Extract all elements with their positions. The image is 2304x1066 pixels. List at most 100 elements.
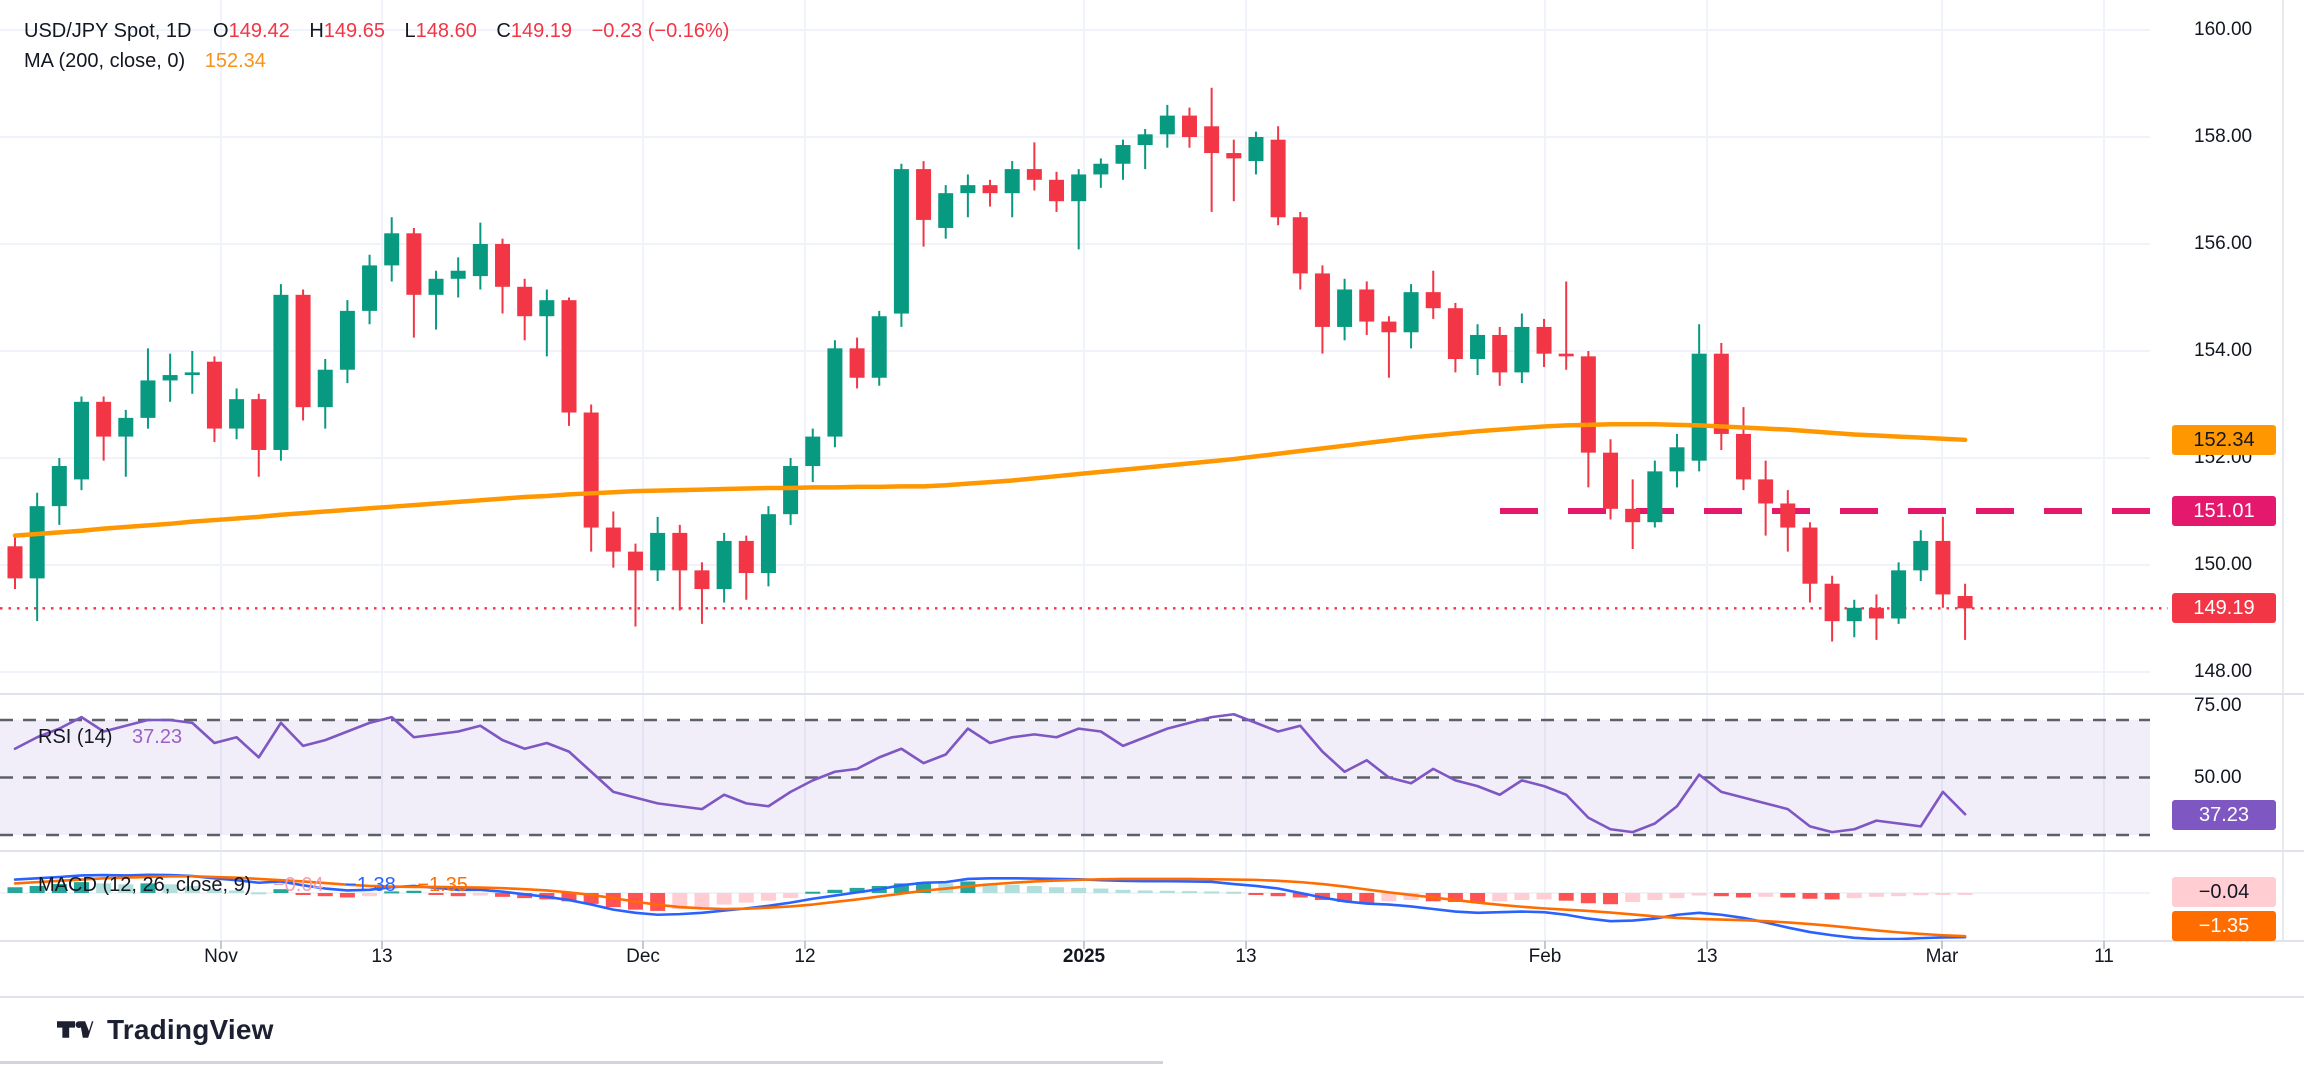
macd-hist-bar	[295, 893, 311, 895]
candle-body	[73, 401, 89, 480]
ma-legend-row[interactable]: MA (200, close, 0) 152.34	[24, 50, 266, 73]
tradingview-logo-text: TradingView	[107, 1014, 274, 1045]
macd-hist-bar	[140, 883, 156, 893]
macd-hist-bar	[1381, 893, 1397, 902]
low-value: L148.60	[404, 20, 477, 42]
macd-hist-bar	[1558, 893, 1574, 901]
candle-body	[384, 233, 400, 266]
time-axis-label[interactable]: Mar	[1925, 946, 1959, 967]
macd-hist-bar	[1026, 885, 1042, 893]
candle-body	[1536, 326, 1552, 354]
candle-body	[605, 527, 621, 552]
price-axis-label: 154.00	[2194, 340, 2253, 361]
macd-hist-bar	[1093, 888, 1109, 893]
macd-hist-bar	[1913, 893, 1929, 896]
candle-body	[1868, 607, 1884, 619]
candle-body	[738, 540, 754, 574]
macd-hist-bar	[849, 887, 865, 893]
macd-hist-bar	[251, 892, 267, 895]
macd-hist-bar	[73, 882, 89, 893]
candle-body	[1425, 292, 1441, 309]
candle-body	[295, 294, 311, 408]
candle-body	[805, 436, 821, 467]
ma-label: MA (200, close, 0)	[24, 50, 186, 72]
macd-hist-bar	[1004, 884, 1020, 893]
candle-body	[1580, 356, 1596, 453]
time-axis-label[interactable]: 11	[2094, 946, 2114, 967]
candle-body	[1669, 447, 1685, 472]
bottom-edge-strip	[0, 1061, 1163, 1064]
macd-hist-bar	[760, 893, 776, 901]
macd-hist-bar	[206, 888, 222, 893]
candle-body	[650, 532, 666, 571]
macd-hist-bar	[495, 893, 511, 897]
time-axis-label[interactable]: 13	[1235, 946, 1257, 967]
rsi-label: RSI (14)	[38, 726, 113, 748]
candle-body	[1691, 353, 1707, 461]
time-axis-label[interactable]: 2025	[1062, 946, 1106, 967]
time-axis-label[interactable]: 13	[371, 946, 393, 967]
time-axis-label[interactable]: Feb	[1528, 946, 1562, 967]
macd-hist-bar	[1891, 893, 1907, 897]
macd-hist-bar	[1447, 893, 1463, 902]
macd-hist-bar	[1669, 893, 1685, 899]
price-axis-label: 156.00	[2194, 233, 2253, 254]
rsi-axis-label: 50.00	[2194, 766, 2242, 788]
macd-hist-bar	[229, 890, 245, 893]
time-axis-label[interactable]: 13	[1696, 946, 1718, 967]
macd-hist-bar	[1492, 893, 1508, 902]
macd-line-value: −1.38	[345, 874, 396, 896]
candle-body	[1713, 353, 1729, 434]
symbol-legend-row[interactable]: USD/JPY Spot, 1D O149.42 H149.65 L148.60…	[24, 20, 729, 43]
candle-body	[1447, 308, 1463, 360]
macd-hist-bar	[1691, 893, 1707, 896]
rsi-legend-row[interactable]: RSI (14) 37.23	[38, 726, 182, 749]
candle-body	[7, 546, 23, 579]
candle-body	[184, 372, 200, 376]
candle-body	[1758, 479, 1774, 504]
macd-hist-bar	[1071, 887, 1087, 893]
macd-hist-bar	[7, 887, 23, 893]
macd-hist-bar	[384, 891, 400, 894]
macd-label: MACD (12, 26, close, 9)	[38, 874, 252, 896]
macd-hist-bar	[450, 893, 466, 897]
candle-body	[1846, 607, 1862, 622]
candle-body	[1403, 292, 1419, 333]
candle-body	[495, 244, 511, 287]
candle-body	[1735, 433, 1751, 480]
macd-hist-bar	[118, 884, 134, 893]
macd-hist-bar	[184, 885, 200, 893]
support-level-badge: 151.01	[2172, 496, 2276, 526]
candle-body	[849, 348, 865, 378]
macd-hist-bar	[1758, 893, 1774, 897]
macd-hist-bar	[1248, 893, 1264, 895]
candle-body	[760, 514, 776, 574]
candle-body	[716, 540, 732, 590]
candle-body	[273, 294, 289, 450]
candle-body	[672, 532, 688, 571]
time-axis-label[interactable]: Nov	[204, 946, 238, 967]
time-axis-label[interactable]: 12	[794, 946, 816, 967]
macd-hist-bar	[1115, 889, 1131, 893]
rsi-axis-label: 75.00	[2194, 694, 2242, 716]
macd-hist-bar	[1603, 893, 1619, 905]
candle-body	[916, 169, 932, 220]
candle-body	[1891, 570, 1907, 619]
time-axis-label[interactable]: Dec	[626, 946, 660, 967]
candle-body	[1071, 174, 1087, 202]
candle-body	[1470, 334, 1486, 360]
symbol-title[interactable]: USD/JPY Spot, 1D	[24, 20, 192, 42]
macd-legend-row[interactable]: MACD (12, 26, close, 9) −0.04 −1.38 −1.3…	[38, 874, 484, 897]
macd-hist-bar	[783, 893, 799, 899]
candle-body	[428, 278, 444, 295]
macd-hist-bar	[317, 893, 333, 897]
tradingview-logo[interactable]: TradingView	[57, 1012, 274, 1048]
last-price-badge: 149.19	[2172, 593, 2276, 623]
candle-body	[1625, 508, 1641, 523]
macd-hist-bar	[916, 882, 932, 893]
candle-body	[118, 417, 134, 437]
macd-hist-badge: −0.04	[2172, 877, 2276, 907]
macd-hist-bar	[1647, 893, 1663, 901]
